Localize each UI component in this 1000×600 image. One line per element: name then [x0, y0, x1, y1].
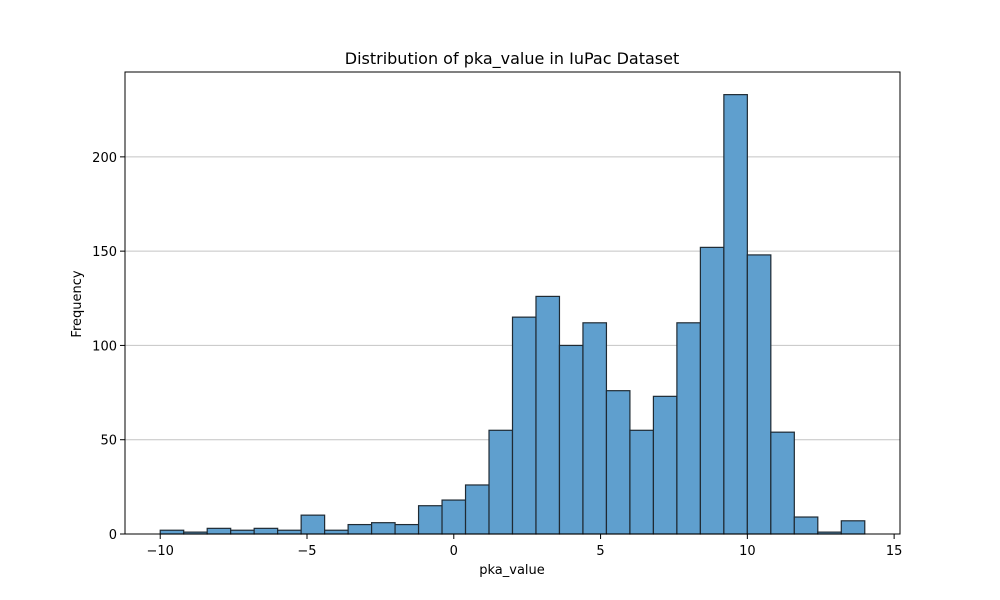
x-tick-label: 0 — [450, 544, 458, 559]
histogram-bar — [723, 94, 748, 535]
histogram-bar — [441, 499, 467, 535]
bars — [159, 94, 866, 535]
chart-title: Distribution of pka_value in IuPac Datas… — [345, 49, 679, 69]
histogram-bar — [770, 431, 795, 535]
histogram-bar — [253, 527, 279, 535]
histogram-bar — [582, 322, 608, 535]
histogram-bar — [652, 395, 678, 535]
x-tick-label: 15 — [886, 544, 903, 559]
histogram-bar — [793, 516, 819, 535]
y-axis-label: Frequency — [70, 270, 85, 337]
histogram-bar — [629, 429, 655, 535]
histogram-bar — [394, 523, 420, 535]
histogram-bar — [300, 514, 326, 535]
y-axis-ticks: 0 50 100 150 200 — [92, 151, 125, 543]
histogram-bar — [159, 529, 185, 535]
histogram-bar — [206, 527, 232, 535]
y-tick-label: 150 — [92, 245, 117, 260]
histogram-bar — [605, 390, 631, 535]
histogram-bar — [464, 484, 490, 535]
histogram-bar — [535, 295, 561, 535]
histogram-bar — [488, 429, 514, 535]
histogram-bar — [676, 322, 701, 535]
y-tick-label: 50 — [100, 434, 117, 449]
histogram-bar — [511, 316, 537, 535]
y-tick-label: 200 — [92, 151, 117, 166]
histogram-bar — [558, 344, 584, 535]
histogram-bar — [324, 529, 349, 535]
x-tick-label: 5 — [596, 544, 604, 559]
histogram-bar — [370, 522, 396, 535]
plot-frame — [124, 71, 901, 535]
histogram-bar — [746, 254, 772, 535]
histogram-bar — [699, 246, 725, 535]
x-axis-ticks: −10 −5 0 5 10 15 — [147, 534, 903, 559]
x-tick-label: −5 — [297, 544, 316, 559]
x-axis-label: pka_value — [479, 563, 545, 578]
histogram-bar — [230, 529, 255, 535]
histogram-bar — [417, 505, 443, 535]
y-tick-label: 100 — [92, 339, 117, 354]
histogram-bar — [347, 523, 373, 535]
x-tick-label: 10 — [739, 544, 756, 559]
y-tick-label: 0 — [109, 528, 117, 543]
histogram-bar — [840, 520, 866, 535]
histogram-bar — [277, 529, 302, 535]
x-tick-label: −10 — [147, 544, 174, 559]
